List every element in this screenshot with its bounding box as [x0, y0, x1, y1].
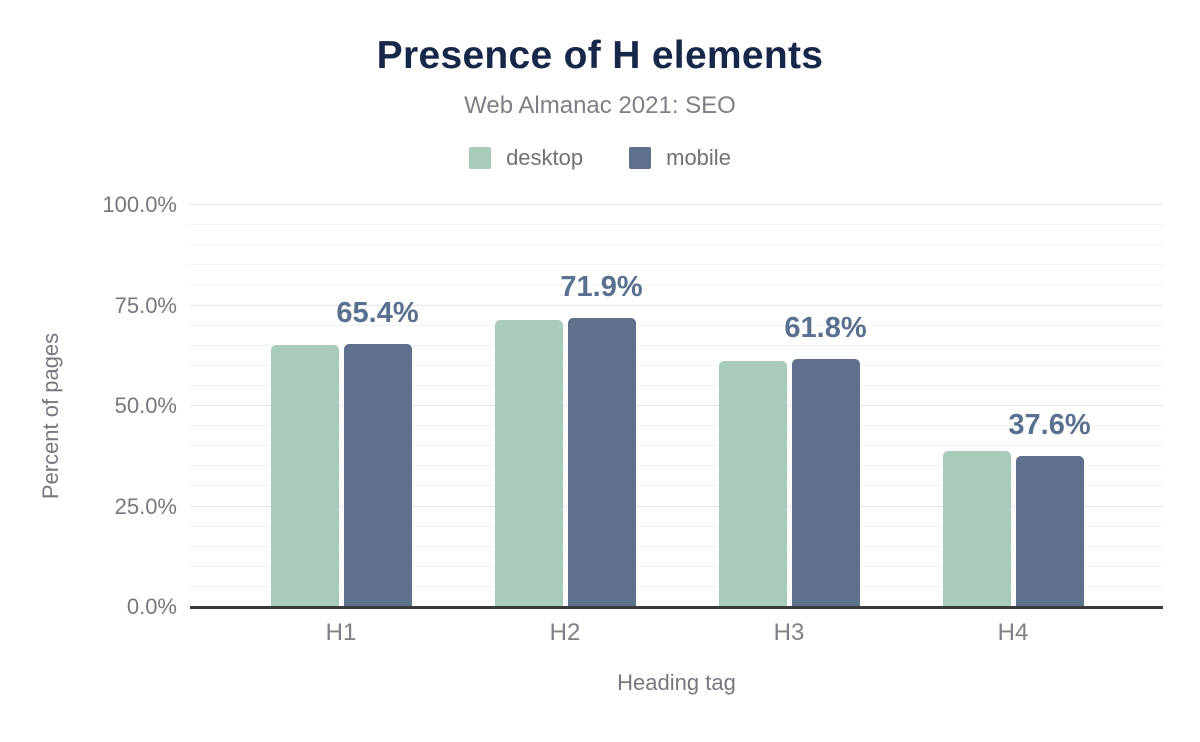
plot-area: 65.4% H1 71.9% H2 61.8% H3 37.6% H4	[190, 204, 1163, 646]
legend-item-desktop[interactable]: desktop	[469, 145, 583, 171]
data-label-H4: 37.6%	[1008, 408, 1091, 441]
legend: desktop mobile	[0, 145, 1200, 171]
gridline-minor	[190, 465, 1163, 467]
category-label-H4: H4	[997, 619, 1029, 646]
gridline-major	[190, 505, 1163, 507]
gridline-minor	[190, 224, 1163, 226]
data-label-H1: 65.4%	[336, 297, 419, 330]
gridline-minor	[190, 545, 1163, 547]
chart-title: Presence of H elements	[376, 34, 824, 77]
gridline-minor	[190, 425, 1163, 427]
legend-label: desktop	[506, 145, 584, 170]
y-tick-label: 0.0%	[126, 594, 177, 619]
category-label-H2: H2	[549, 619, 581, 646]
bar-group-H2: 71.9% H2	[453, 205, 677, 646]
gridline-major	[190, 405, 1163, 406]
chart-subtitle: Web Almanac 2021: SEO	[464, 92, 736, 119]
gridline-minor	[190, 525, 1163, 527]
bar-group-H4: 37.6% H4	[901, 205, 1125, 646]
bars-area: 65.4% H1 71.9% H2 61.8% H3 37.6% H4	[229, 205, 1125, 646]
data-label-H3: 61.8%	[784, 311, 867, 344]
bar-mobile-H2	[567, 317, 636, 607]
y-tick-label: 75.0%	[114, 292, 177, 318]
bar-desktop-H4	[942, 450, 1011, 607]
gridline-minor	[190, 284, 1163, 286]
gridline-minor	[190, 244, 1163, 246]
bar-mobile-H4	[1015, 455, 1084, 607]
gridline-minor	[190, 384, 1163, 386]
gridline-minor	[190, 264, 1163, 266]
legend-swatch-desktop	[469, 147, 492, 169]
legend-swatch-mobile	[629, 147, 652, 169]
bar-desktop-H3	[718, 360, 787, 607]
legend-item-mobile[interactable]: mobile	[629, 145, 731, 171]
x-axis-title: Heading tag	[617, 670, 736, 695]
bar-desktop-H1	[270, 345, 339, 607]
bar-group-H1: 65.4% H1	[229, 205, 453, 646]
gridline-minor	[190, 565, 1163, 567]
gridline-minor	[190, 364, 1163, 366]
gridline-minor	[190, 485, 1163, 487]
y-tick-label: 100.0%	[102, 192, 177, 217]
x-axis-line	[190, 606, 1163, 609]
gridline-major	[190, 204, 1163, 205]
bar-mobile-H3	[791, 358, 860, 607]
gridline-minor	[190, 344, 1163, 346]
data-label-H2: 71.9%	[560, 270, 643, 303]
gridline-major	[190, 304, 1163, 306]
bar-mobile-H1	[343, 344, 412, 607]
gridline-minor	[190, 585, 1163, 587]
bar-group-H3: 61.8% H3	[677, 205, 901, 646]
category-label-H3: H3	[773, 619, 805, 646]
category-label-H1: H1	[325, 619, 357, 646]
gridline-minor	[190, 445, 1163, 447]
gridline-minor	[190, 324, 1163, 326]
y-axis-tick-labels: 0.0% 25.0% 50.0% 75.0% 100.0%	[0, 192, 177, 619]
y-tick-label: 25.0%	[114, 493, 177, 519]
y-tick-label: 50.0%	[114, 393, 177, 418]
bar-desktop-H2	[494, 319, 563, 607]
legend-label: mobile	[666, 145, 731, 170]
